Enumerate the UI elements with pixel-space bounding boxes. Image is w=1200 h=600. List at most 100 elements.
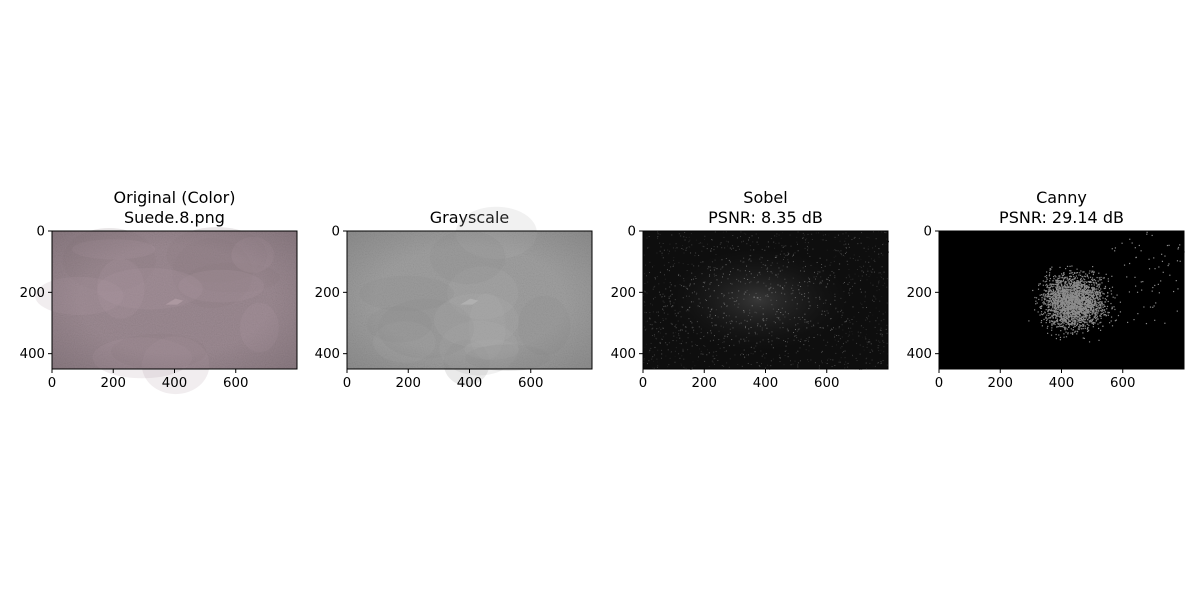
edge-pixel (1069, 285, 1071, 287)
edge-pixel (766, 318, 768, 320)
edge-pixel (821, 351, 823, 353)
edge-pixel (1168, 244, 1170, 246)
edge-pixel (1084, 301, 1087, 303)
edge-pixel (1078, 306, 1080, 308)
edge-pixel (737, 363, 739, 365)
edge-pixel (845, 237, 847, 239)
edge-pixel (878, 280, 880, 282)
edge-pixel (1056, 325, 1058, 328)
edge-pixel (1072, 320, 1075, 322)
edge-pixel (1088, 311, 1090, 313)
edge-pixel (1050, 284, 1053, 286)
edge-pixel (1091, 295, 1093, 297)
edge-pixel (702, 245, 704, 247)
edge-pixel (1056, 294, 1058, 296)
edge-pixel (1037, 311, 1039, 313)
edge-pixel (1049, 269, 1051, 271)
edge-pixel (1071, 304, 1073, 306)
edge-pixel (713, 358, 715, 360)
edge-pixel (727, 278, 729, 280)
edge-pixel (1079, 282, 1081, 284)
edge-pixel (668, 270, 670, 272)
edge-pixel (680, 235, 682, 237)
edge-pixel (1056, 289, 1058, 291)
edge-pixel (825, 286, 827, 288)
vignette (347, 231, 592, 369)
edge-pixel (1136, 291, 1139, 293)
edge-pixel (1102, 293, 1104, 295)
edge-pixel (1082, 298, 1084, 301)
edge-pixel (1088, 286, 1091, 288)
edge-pixel (1142, 280, 1144, 283)
edge-pixel (735, 316, 737, 318)
edge-pixel (1086, 299, 1088, 302)
edge-pixel (710, 309, 712, 311)
edge-pixel (875, 320, 877, 322)
edge-pixel (1063, 286, 1065, 288)
edge-pixel (1075, 275, 1077, 277)
edge-pixel (1068, 303, 1071, 305)
edge-pixel (771, 272, 773, 274)
edge-pixel (1092, 291, 1094, 293)
edge-pixel (1090, 309, 1092, 311)
edge-pixel (1074, 306, 1076, 308)
edge-pixel (717, 316, 719, 318)
edge-pixel (1071, 317, 1073, 319)
edge-pixel (652, 360, 654, 362)
edge-pixel (650, 303, 652, 305)
edge-pixel (767, 259, 769, 261)
edge-pixel (1107, 280, 1110, 282)
edge-pixel (1097, 299, 1100, 301)
edge-pixel (1091, 298, 1093, 300)
edge-pixel (1088, 324, 1090, 326)
edge-pixel (667, 366, 669, 368)
edge-pixel (667, 349, 669, 351)
edge-pixel (1082, 307, 1084, 309)
edge-pixel (732, 235, 734, 237)
edge-pixel (807, 323, 809, 325)
edge-pixel (1039, 294, 1041, 296)
edge-pixel (721, 365, 723, 367)
edge-pixel (1084, 311, 1086, 314)
edge-pixel (711, 317, 713, 319)
edge-pixel (844, 350, 846, 352)
edge-pixel (700, 353, 702, 355)
edge-pixel (1059, 290, 1062, 292)
edge-pixel (1056, 299, 1058, 302)
edge-pixel (1088, 329, 1090, 331)
edge-pixel (1088, 310, 1091, 312)
edge-pixel (723, 294, 725, 296)
edge-pixel (776, 274, 778, 276)
edge-pixel (1064, 301, 1066, 303)
edge-pixel (1050, 293, 1052, 295)
edge-pixel (1073, 310, 1075, 312)
edge-pixel (1094, 309, 1096, 311)
edge-pixel (1070, 294, 1072, 296)
edge-pixel (695, 239, 697, 241)
edge-pixel (801, 293, 803, 295)
edge-pixel (1046, 319, 1048, 321)
edge-pixel (820, 276, 822, 278)
edge-pixel (1108, 322, 1111, 324)
edge-pixel (1074, 310, 1076, 312)
edge-pixel (687, 288, 689, 290)
edge-pixel (1028, 320, 1030, 322)
edge-pixel (834, 339, 836, 341)
edge-pixel (831, 366, 833, 368)
edge-pixel (1063, 301, 1065, 303)
edge-pixel (1088, 321, 1090, 323)
edge-pixel (841, 324, 843, 326)
edge-pixel (1077, 322, 1079, 324)
edge-pixel (1077, 290, 1079, 293)
edge-pixel (854, 282, 856, 284)
edge-pixel (1072, 317, 1075, 319)
edge-pixel (657, 311, 659, 313)
edge-pixel (781, 287, 783, 289)
edge-pixel (675, 324, 677, 326)
edge-pixel (859, 266, 861, 268)
edge-pixel (663, 309, 665, 311)
edge-pixel (1059, 339, 1061, 341)
edge-pixel (876, 317, 878, 319)
edge-pixel (861, 303, 863, 305)
edge-pixel (688, 246, 690, 248)
